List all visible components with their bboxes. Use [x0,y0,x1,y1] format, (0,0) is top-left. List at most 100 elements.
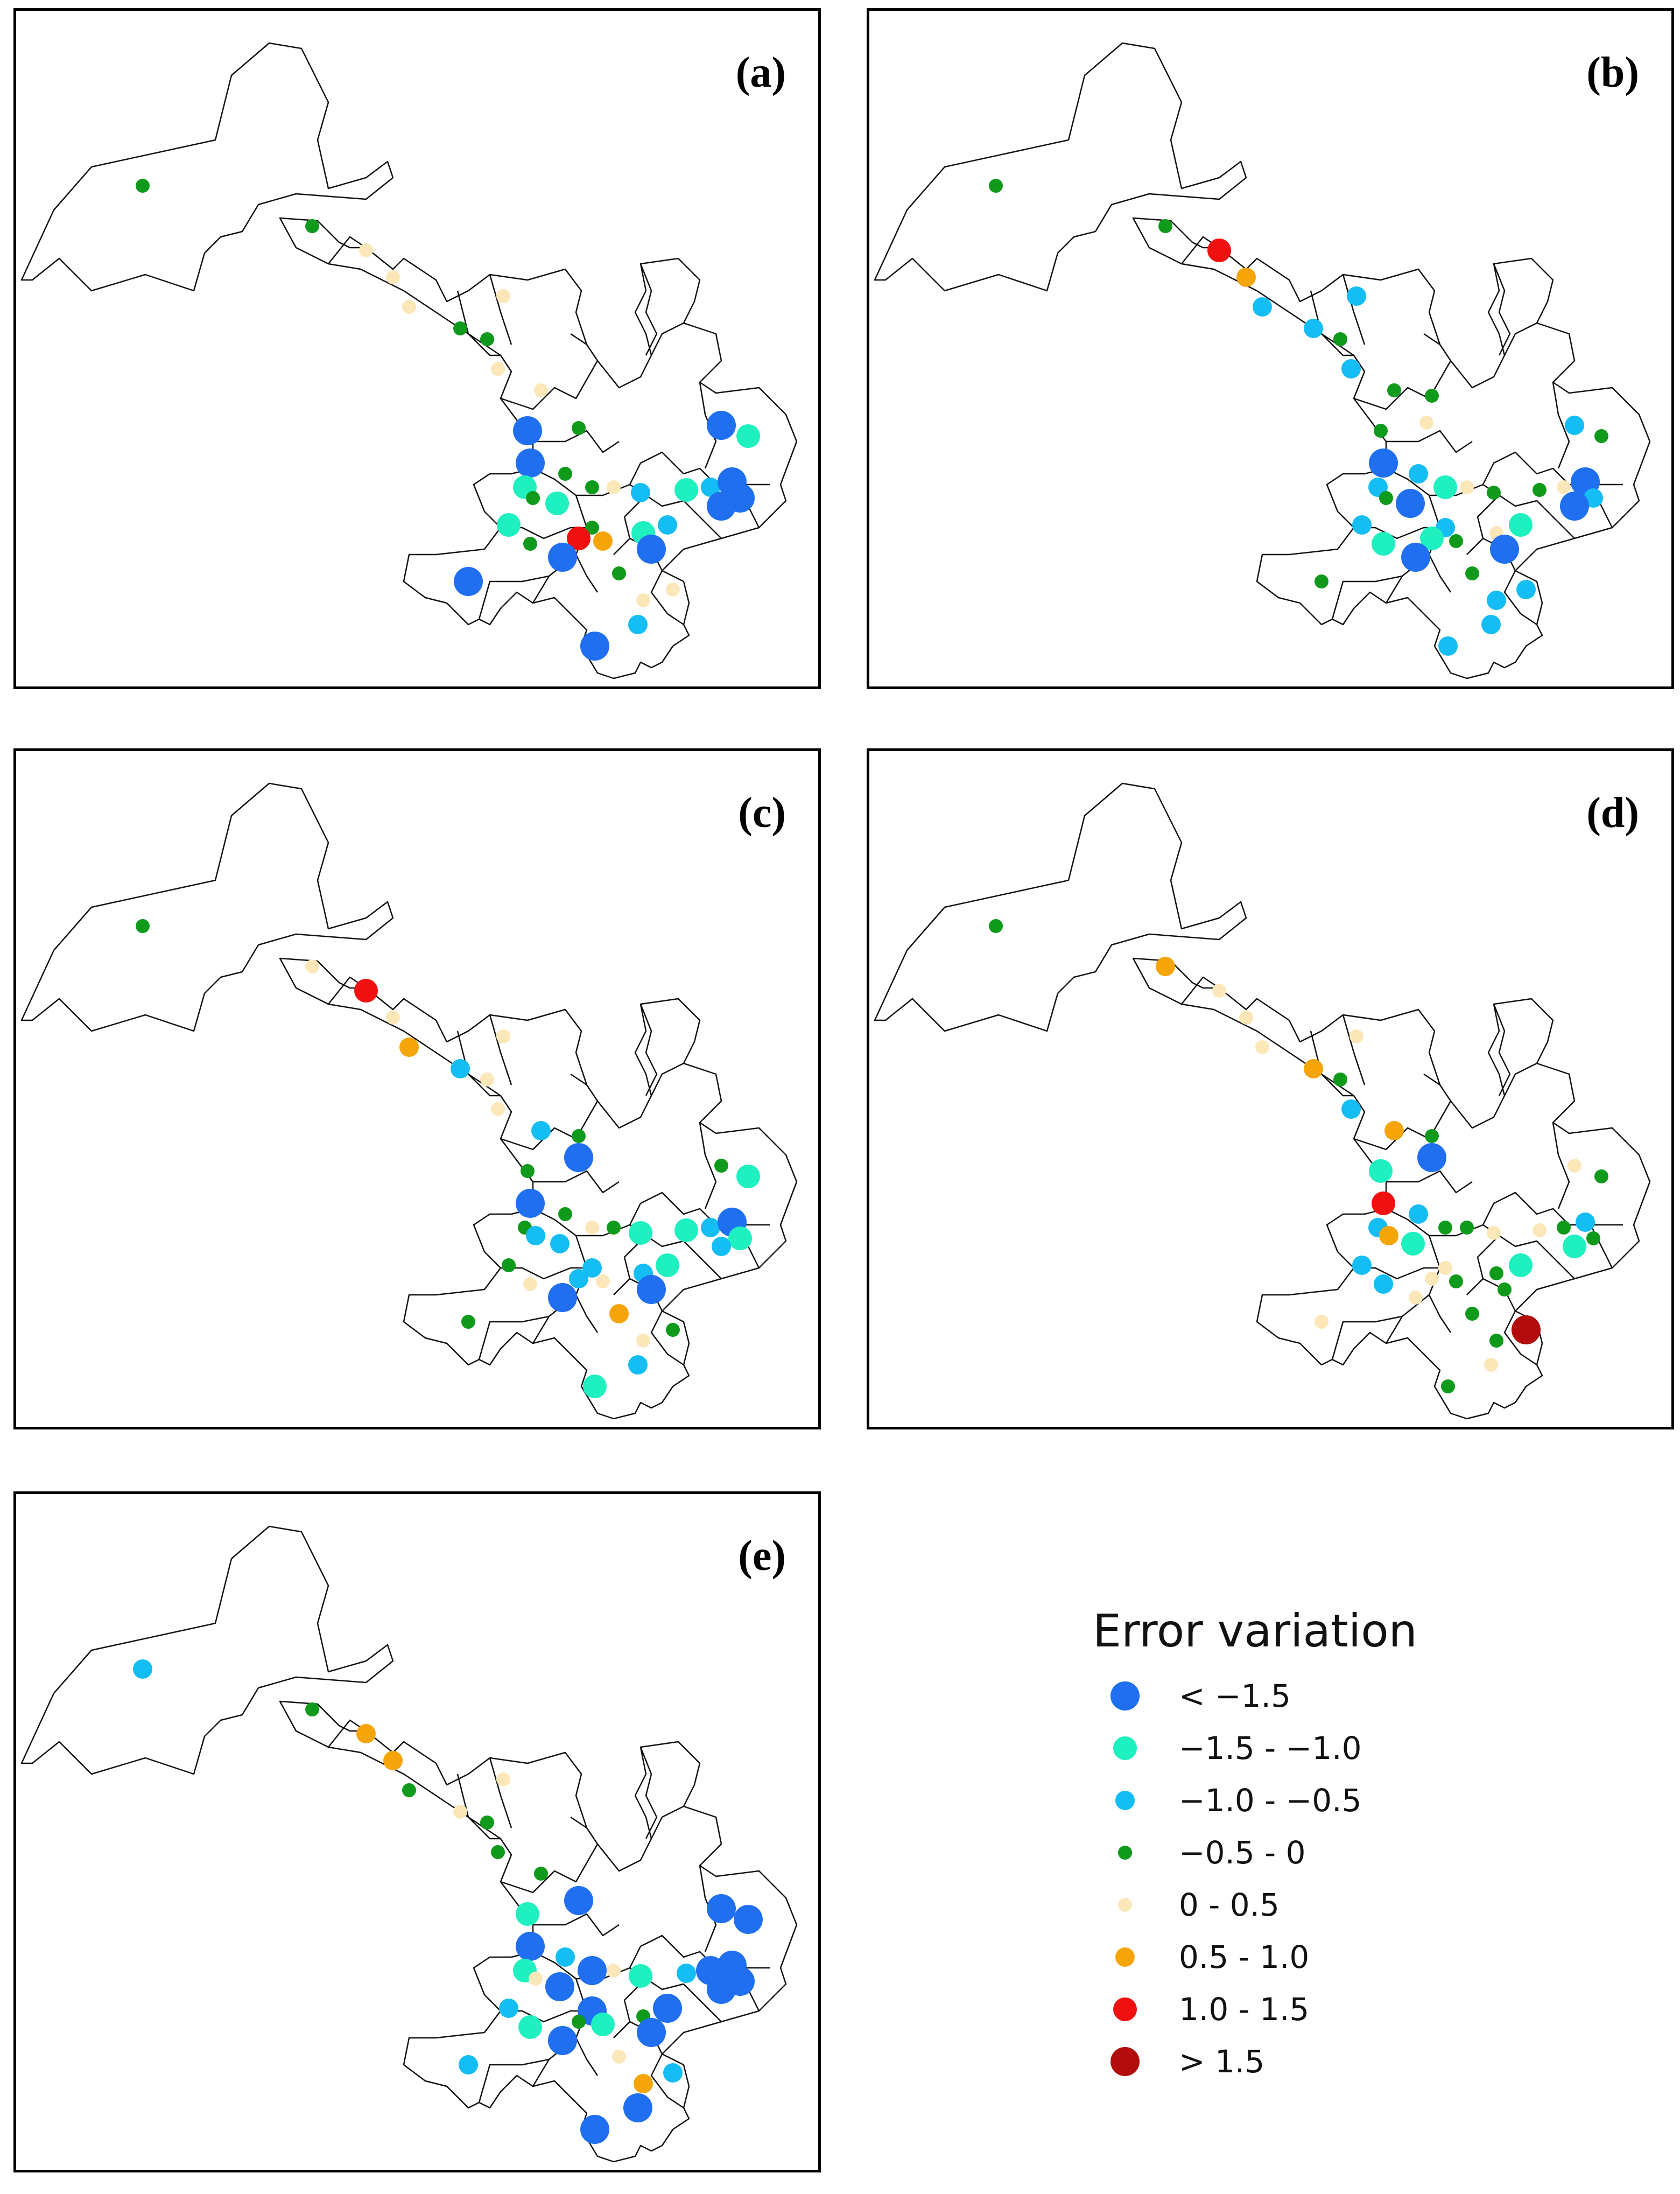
county-border [1423,333,1440,346]
county-border [500,1100,599,1151]
station-marker [548,2026,577,2055]
station-marker [736,1165,760,1188]
station-marker [1565,416,1584,435]
county-border [532,467,646,496]
county-border [1181,976,1220,1005]
county-border [1482,451,1623,486]
station-marker [136,919,150,933]
station-marker [1315,1315,1328,1329]
county-border [478,1315,550,1360]
station-marker [701,478,720,497]
station-marker [518,2015,542,2039]
county-border [1477,1235,1500,1279]
legend: Error variation < −1.5 −1.5 - −1.0 −1.0 … [1093,1604,1523,2121]
station-marker [1401,1232,1425,1256]
county-border [662,2053,690,2108]
legend-label-c4: −0.5 - 0 [1179,1834,1306,1871]
county-border [650,1062,684,1096]
station-marker [1304,1059,1323,1078]
map-c [20,782,798,1420]
legend-label-c8: > 1.5 [1179,2043,1265,2080]
station-marker [1438,1221,1452,1235]
station-marker [1349,1029,1363,1043]
county-border [1466,1278,1516,1312]
station-marker [564,1886,593,1915]
county-border [650,322,684,356]
station-marker [496,289,510,303]
station-marker [534,1867,548,1881]
county-border [1331,1315,1403,1360]
station-marker [496,1772,510,1786]
county-border [570,1816,587,1829]
station-marker [714,1159,728,1173]
legend-label-c5: 0 - 0.5 [1179,1887,1280,1923]
county-border [1331,575,1403,620]
station-marker [1567,1159,1581,1173]
station-marker [1352,1256,1372,1275]
county-border [478,575,550,620]
station-marker [707,492,736,521]
station-marker [564,1143,593,1172]
province-outline [20,42,394,292]
station-marker [1347,286,1366,306]
station-marker [523,537,537,551]
county-border [1515,570,1543,625]
county-border [662,1310,690,1365]
station-marker [1156,957,1175,976]
station-marker [707,411,736,440]
station-marker [526,491,540,505]
county-border [1353,360,1452,410]
county-border [629,451,770,486]
station-marker [545,1972,574,2001]
station-marker [1449,1274,1463,1288]
county-border [1503,1062,1537,1096]
legend-symbol-c3 [1115,1791,1135,1810]
legend-item-c7: 1.0 - 1.5 [1093,1982,1523,2036]
county-border [639,1747,658,1839]
station-marker [593,531,613,551]
legend-label-c1: < −1.5 [1179,1678,1291,1714]
legend-label-c6: 0.5 - 1.0 [1179,1939,1310,1975]
station-marker [356,1724,376,1743]
station-marker [634,2074,653,2093]
legend-symbol-c4 [1118,1846,1132,1860]
county-border [570,1073,587,1086]
station-marker [1304,319,1323,338]
station-marker [628,1355,648,1375]
station-marker [1465,1307,1479,1321]
station-marker [453,1805,467,1819]
legend-item-c5: 0 - 0.5 [1093,1878,1523,1932]
province-outline [279,1700,798,2163]
station-marker [451,1059,470,1078]
province-outline [279,217,798,679]
county-border [489,1757,512,1828]
station-marker [545,492,569,515]
county-border [456,1774,501,1840]
station-marker [1401,543,1430,572]
legend-item-c4: −0.5 - 0 [1093,1826,1523,1880]
map-a [20,42,798,679]
station-marker [402,300,416,314]
station-marker [491,362,505,376]
station-marker [663,2063,683,2083]
county-border [478,2058,550,2103]
station-marker [1563,1235,1586,1258]
station-marker [1425,1272,1439,1286]
county-border [328,236,367,264]
station-marker [1509,513,1533,537]
county-border [489,274,512,345]
county-border [650,1805,684,1839]
station-marker [666,583,680,597]
station-marker [1253,297,1272,317]
station-marker [728,1226,752,1250]
county-border [1342,274,1366,345]
station-marker [653,1994,682,2023]
province-outline [874,782,1247,1032]
station-marker [531,1121,551,1140]
county-border [699,1122,717,1209]
station-marker [1594,429,1608,443]
station-marker [502,1258,516,1272]
station-marker [558,467,572,481]
station-marker [480,1073,494,1087]
station-marker [1533,483,1547,497]
